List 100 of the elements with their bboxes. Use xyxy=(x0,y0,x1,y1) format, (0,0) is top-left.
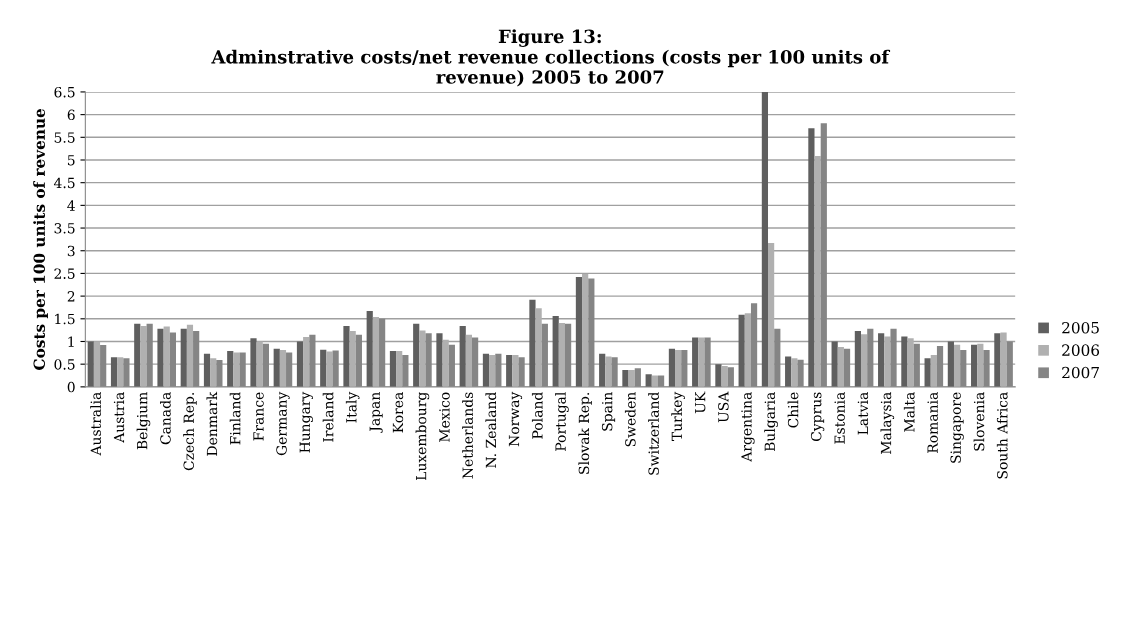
y-tick-label: 6.5 xyxy=(54,86,75,98)
bar xyxy=(203,353,211,387)
bar xyxy=(442,339,449,387)
bar xyxy=(558,322,565,387)
x-tick-label: Romania xyxy=(927,392,938,453)
bar xyxy=(529,299,536,387)
x-tick-label: Malaysia xyxy=(880,392,895,454)
bar xyxy=(878,333,885,387)
x-tick-label: Netherlands xyxy=(462,392,473,479)
bar xyxy=(459,326,466,387)
bar xyxy=(250,338,257,387)
bar xyxy=(628,370,635,387)
y-axis-title: Costs per 100 units of revenue xyxy=(33,108,48,370)
x-tick-label: Czech Rep. xyxy=(183,393,197,471)
bar xyxy=(808,128,815,387)
y-tick-label: 4 xyxy=(67,200,75,211)
x-tick-label: Germany xyxy=(276,391,290,456)
bar xyxy=(465,334,473,387)
x-tick-label: Austria xyxy=(113,392,125,443)
x-tick-label: N. Zealand xyxy=(485,392,497,468)
bar xyxy=(605,356,612,387)
legend-label: 2006 xyxy=(1062,344,1100,356)
bar xyxy=(947,341,954,387)
bar xyxy=(738,314,745,387)
bar xyxy=(837,346,844,387)
legend-label: 2005 xyxy=(1062,321,1099,334)
x-tick-label: Turkey xyxy=(671,391,685,441)
bar xyxy=(186,324,194,387)
x-tick-label: France xyxy=(253,392,264,441)
y-tick-label: 2.5 xyxy=(54,268,75,279)
bar xyxy=(860,334,868,387)
bar xyxy=(930,355,937,387)
x-tick-label: Spain xyxy=(601,392,616,431)
x-tick-label: Sweden xyxy=(624,392,636,447)
bar xyxy=(210,358,217,387)
x-tick-label: Ireland xyxy=(322,392,334,442)
bar xyxy=(622,370,629,387)
bar xyxy=(157,328,164,387)
x-tick-label: Norway xyxy=(508,391,523,447)
y-tick-label: 3.5 xyxy=(54,223,75,234)
bar xyxy=(279,350,287,387)
y-tick-label: 2 xyxy=(67,291,75,302)
y-tick-label: 1 xyxy=(68,336,74,347)
x-tick-label: Malta xyxy=(903,392,915,432)
y-tick-label: 3 xyxy=(67,245,75,257)
bar xyxy=(227,351,234,387)
x-tick-label: Japan xyxy=(369,392,383,433)
bar xyxy=(320,349,327,387)
x-tick-label: Belgium xyxy=(136,392,151,450)
bar xyxy=(924,358,931,387)
bar xyxy=(971,344,978,387)
x-tick-label: UK xyxy=(695,391,706,414)
x-tick-label: USA xyxy=(718,391,729,423)
bar xyxy=(366,311,373,387)
y-tick-label: 6 xyxy=(67,109,75,121)
bar xyxy=(180,328,187,387)
legend-label: 2007 xyxy=(1062,366,1099,379)
y-tick-label: 0 xyxy=(67,381,75,393)
bar xyxy=(761,91,769,387)
bar xyxy=(489,355,496,387)
x-tick-label: Mexico xyxy=(439,392,450,442)
bar xyxy=(831,341,838,387)
x-tick-label: Chile xyxy=(787,392,799,428)
x-tick-label: Portugal xyxy=(555,392,569,451)
bar xyxy=(117,357,124,387)
x-tick-label: South Africa xyxy=(996,392,1008,479)
x-tick-label: Italy xyxy=(345,391,360,423)
bar xyxy=(977,343,984,387)
x-tick-label: Argentina xyxy=(741,392,755,462)
x-tick-label: Australia xyxy=(90,392,101,456)
bar xyxy=(668,348,676,387)
bar xyxy=(599,353,606,387)
x-tick-label: Slovenia xyxy=(973,392,985,451)
y-tick-label: 0.5 xyxy=(54,359,75,370)
x-tick-label: Slovak Rep. xyxy=(578,393,592,474)
chart-title: Figure 13: Adminstrative costs/net revenue collections (costs per 100 units of revenue) 2005 to 2007 xyxy=(211,29,891,87)
bar xyxy=(87,341,94,387)
bar xyxy=(256,341,263,387)
bar xyxy=(396,351,403,387)
bar xyxy=(343,326,350,387)
x-tick-label: Canada xyxy=(159,392,171,445)
y-tick-label: 5 xyxy=(67,155,75,166)
x-tick-label: Luxembourg xyxy=(415,392,430,481)
bar xyxy=(994,333,1001,387)
bar xyxy=(233,352,240,387)
bar xyxy=(854,331,861,387)
bar xyxy=(134,323,141,387)
bar xyxy=(692,337,699,387)
x-tick-label: Hungary xyxy=(299,391,313,453)
bar xyxy=(436,333,443,387)
x-tick-label: Poland xyxy=(531,392,543,439)
bar xyxy=(413,323,420,387)
y-tick-label: 1.5 xyxy=(55,313,75,325)
bar xyxy=(901,336,908,387)
x-tick-label: Denmark xyxy=(206,391,218,456)
bar xyxy=(721,365,728,387)
x-tick-label: Estonia xyxy=(834,392,845,444)
bar xyxy=(163,326,170,387)
bar xyxy=(884,336,891,387)
bar xyxy=(140,326,147,387)
